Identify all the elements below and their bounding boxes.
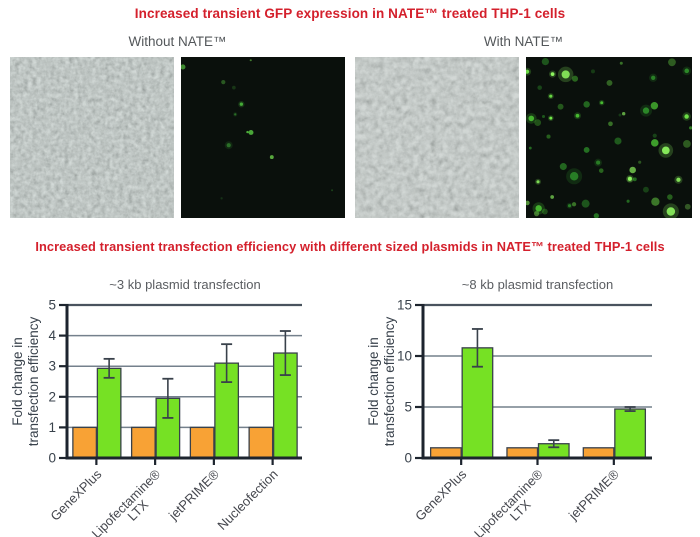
svg-text:4: 4 <box>48 328 56 343</box>
svg-text:5: 5 <box>404 400 412 415</box>
svg-text:2: 2 <box>48 389 56 404</box>
transfection-efficiency-title: Increased transient transfection efficie… <box>35 239 665 254</box>
svg-text:3: 3 <box>48 359 56 374</box>
without-nate-label: Without NATE™ <box>128 34 227 49</box>
svg-text:1: 1 <box>48 420 56 435</box>
gfp-expression-title: Increased transient GFP expression in NA… <box>134 6 566 21</box>
svg-text:Lipofectamine®: Lipofectamine® <box>471 466 546 537</box>
svg-text:15: 15 <box>397 298 412 313</box>
svg-text:jetPRIME®: jetPRIME® <box>565 466 622 523</box>
svg-text:0: 0 <box>404 451 412 466</box>
chart-title-8kb: ~8 kb plasmid transfection <box>461 277 614 292</box>
svg-text:jetPRIME®: jetPRIME® <box>165 466 222 523</box>
svg-text:GeneXPlus: GeneXPlus <box>47 466 104 523</box>
svg-text:Fold change in: Fold change in <box>10 337 25 426</box>
svg-text:5: 5 <box>48 298 56 313</box>
svg-text:Nucleofection: Nucleofection <box>214 467 280 533</box>
brightfield-image-with-nate <box>355 57 519 218</box>
svg-text:0: 0 <box>48 451 56 466</box>
fluorescence-image-with-nate <box>526 57 692 218</box>
svg-text:transfection efficiency: transfection efficiency <box>382 316 397 446</box>
chart-title-3kb: ~3 kb plasmid transfection <box>109 277 261 292</box>
brightfield-image-without-nate <box>10 57 174 218</box>
svg-text:Fold change in: Fold change in <box>366 337 381 426</box>
with-nate-label: With NATE™ <box>483 34 564 49</box>
fluorescence-image-without-nate <box>181 57 345 218</box>
svg-text:10: 10 <box>397 349 412 364</box>
svg-text:GeneXPlus: GeneXPlus <box>412 466 469 523</box>
svg-text:transfection efficiency: transfection efficiency <box>26 316 41 446</box>
